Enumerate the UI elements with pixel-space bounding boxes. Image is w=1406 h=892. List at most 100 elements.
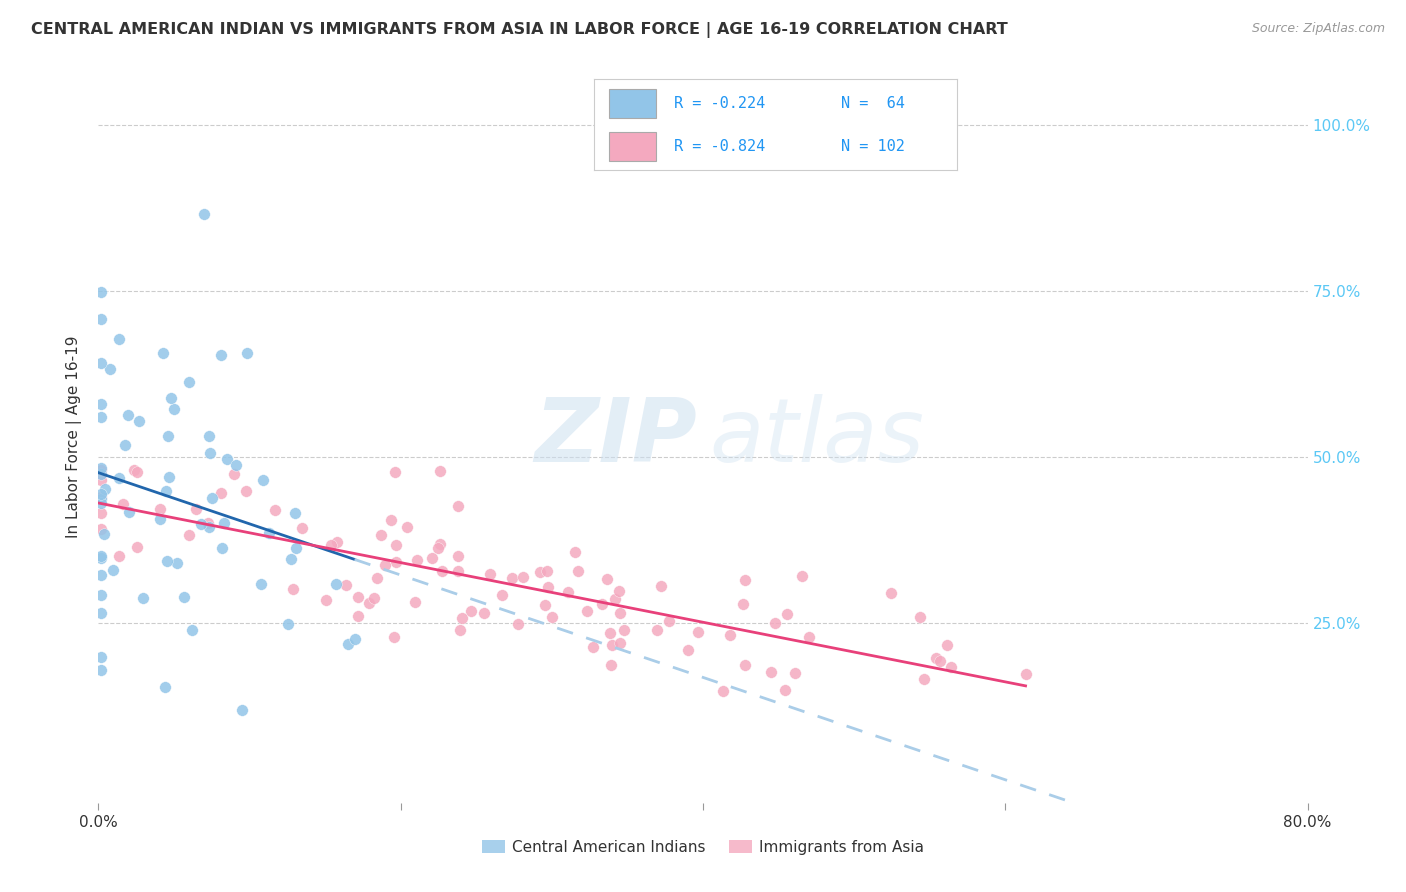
- Point: [90, 356, 112, 370]
- Point: [186, 502, 208, 516]
- Point: [335, 578, 357, 592]
- Point: [160, 391, 183, 405]
- Point: [429, 464, 451, 478]
- Point: [114, 438, 136, 452]
- Point: [658, 614, 681, 628]
- Point: [125, 465, 148, 479]
- Point: [98, 362, 121, 376]
- Point: [90, 490, 112, 504]
- Point: [112, 497, 135, 511]
- Point: [759, 665, 782, 679]
- Point: [277, 617, 299, 632]
- Point: [197, 516, 219, 531]
- Point: [250, 577, 273, 591]
- Point: [529, 565, 551, 579]
- Point: [90, 649, 112, 664]
- Point: [181, 623, 204, 637]
- Point: [157, 429, 180, 443]
- Point: [576, 603, 599, 617]
- Point: [209, 348, 232, 362]
- Point: [222, 467, 245, 481]
- Point: [609, 636, 631, 650]
- Point: [128, 414, 150, 428]
- Point: [925, 651, 948, 665]
- Point: [157, 470, 180, 484]
- Point: [93, 527, 115, 541]
- Point: [429, 537, 451, 551]
- Point: [122, 463, 145, 477]
- Point: [200, 445, 222, 459]
- Point: [600, 638, 623, 652]
- Point: [212, 516, 235, 531]
- Point: [596, 572, 619, 586]
- Point: [190, 516, 212, 531]
- Point: [118, 504, 141, 518]
- Point: [107, 471, 129, 485]
- Point: [90, 492, 112, 507]
- Point: [152, 346, 174, 360]
- Point: [90, 311, 112, 326]
- Point: [363, 591, 385, 605]
- Point: [153, 681, 176, 695]
- Point: [217, 452, 239, 467]
- Point: [512, 570, 534, 584]
- Point: [90, 285, 112, 300]
- Point: [450, 611, 472, 625]
- Point: [90, 474, 112, 488]
- Point: [127, 540, 149, 554]
- Point: [283, 582, 305, 596]
- Point: [564, 544, 586, 558]
- Point: [613, 623, 636, 637]
- Point: [449, 624, 471, 638]
- Point: [90, 588, 112, 602]
- Point: [155, 483, 177, 498]
- Point: [603, 592, 626, 607]
- Point: [790, 569, 813, 583]
- Point: [711, 684, 734, 698]
- Point: [193, 207, 215, 221]
- Point: [773, 683, 796, 698]
- Point: [280, 552, 302, 566]
- Point: [686, 624, 709, 639]
- Point: [235, 346, 257, 360]
- Point: [90, 487, 112, 501]
- Point: [90, 551, 112, 566]
- Point: [209, 486, 232, 500]
- Text: ZIP: ZIP: [534, 393, 697, 481]
- Point: [366, 571, 388, 585]
- Point: [396, 520, 419, 534]
- Point: [326, 534, 349, 549]
- Point: [235, 484, 257, 499]
- Point: [90, 397, 112, 411]
- Point: [879, 586, 901, 600]
- Point: [252, 473, 274, 487]
- Point: [149, 511, 172, 525]
- Point: [173, 590, 195, 604]
- Point: [600, 658, 623, 673]
- Point: [90, 663, 112, 677]
- Point: [380, 513, 402, 527]
- Point: [382, 630, 405, 644]
- Point: [263, 503, 285, 517]
- Point: [731, 597, 754, 611]
- Y-axis label: In Labor Force | Age 16-19: In Labor Force | Age 16-19: [66, 335, 83, 539]
- Point: [540, 610, 562, 624]
- Point: [763, 616, 786, 631]
- Point: [472, 606, 495, 620]
- Point: [90, 463, 112, 477]
- Point: [591, 597, 613, 611]
- Point: [650, 579, 672, 593]
- Point: [910, 610, 932, 624]
- Point: [936, 638, 959, 652]
- Point: [94, 482, 117, 496]
- Point: [537, 580, 560, 594]
- Point: [132, 591, 155, 605]
- Point: [609, 606, 631, 620]
- Point: [101, 563, 124, 577]
- Point: [447, 499, 470, 513]
- Point: [319, 538, 342, 552]
- Point: [347, 608, 370, 623]
- Point: [1014, 666, 1036, 681]
- Point: [582, 640, 605, 655]
- Point: [257, 526, 280, 541]
